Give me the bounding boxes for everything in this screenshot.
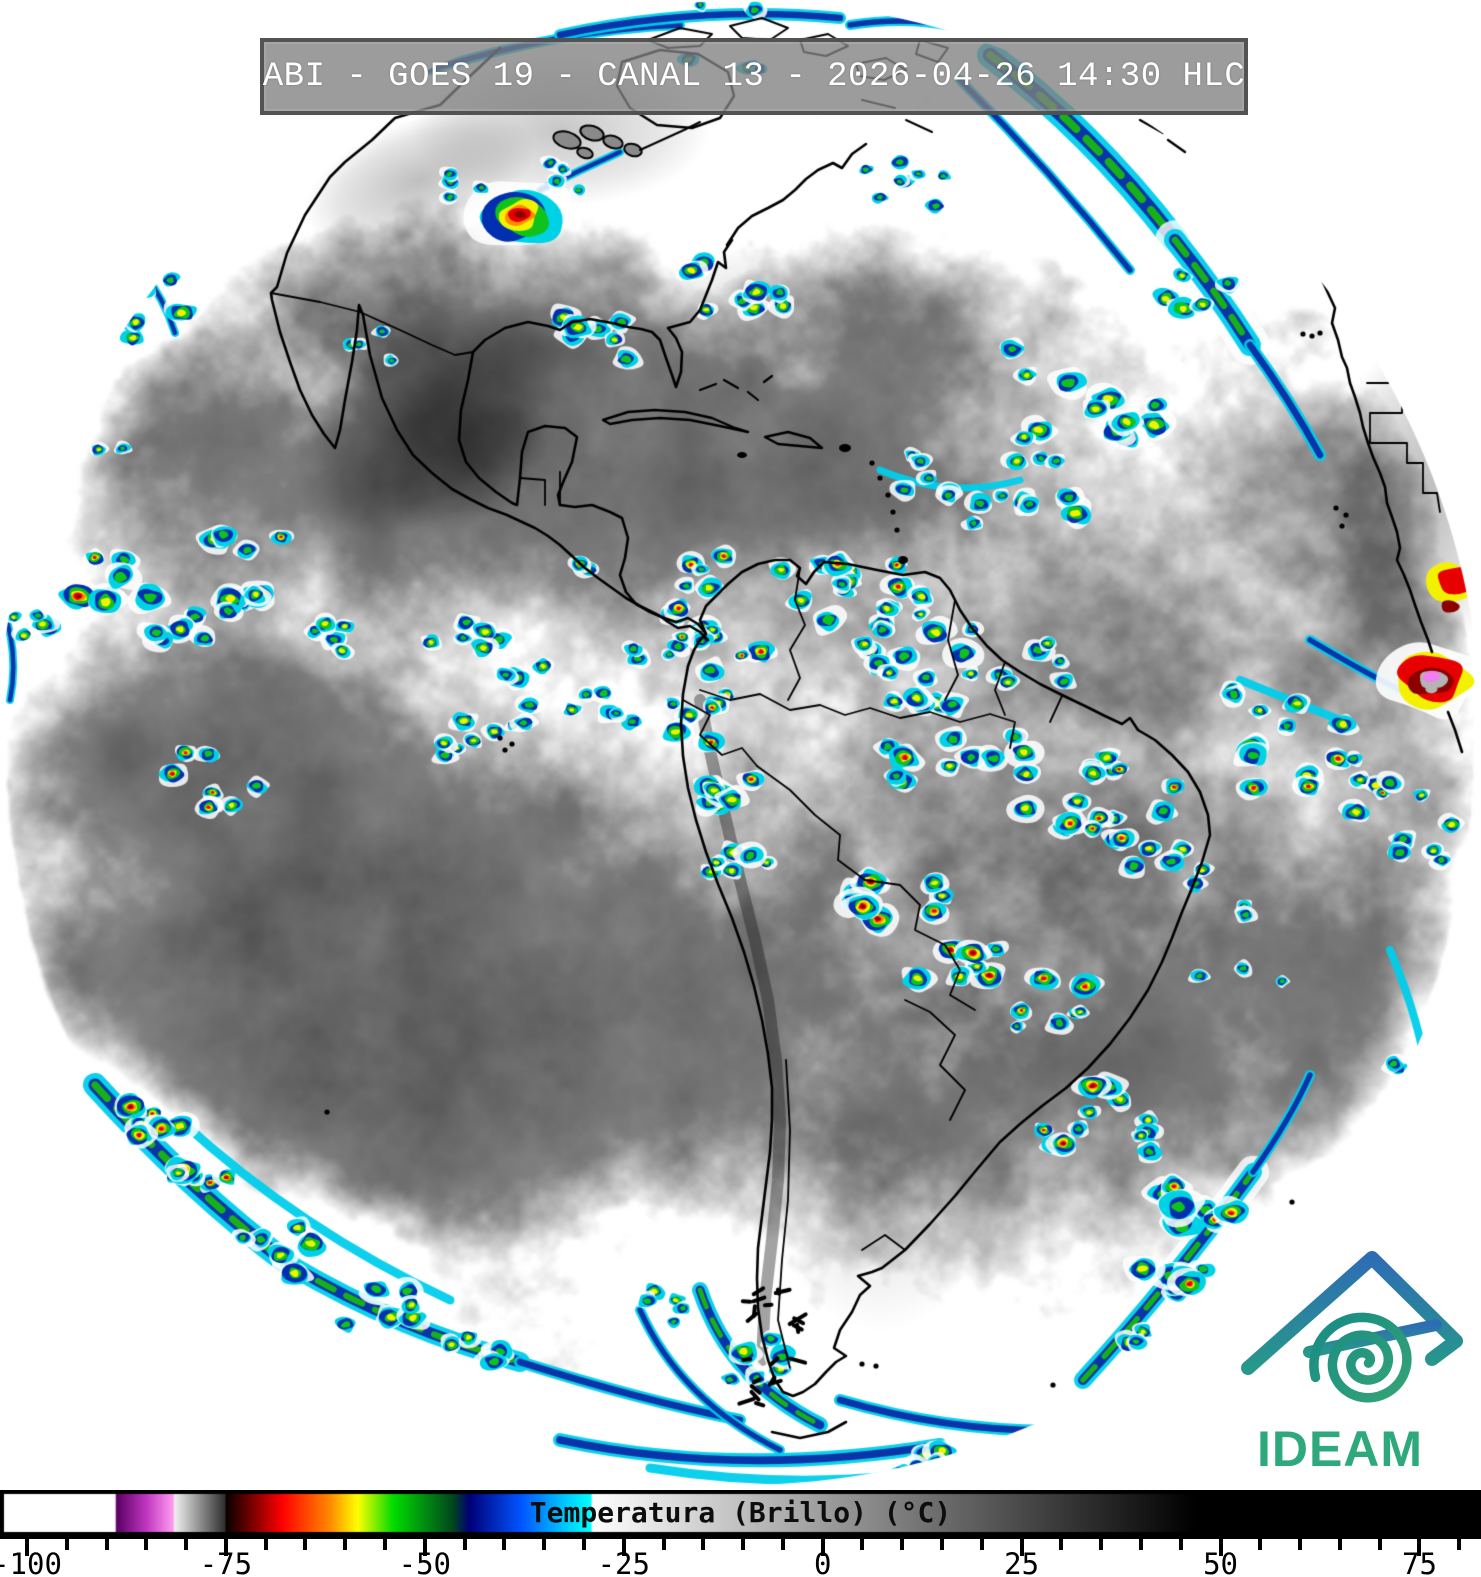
minor-tick [860, 1539, 865, 1550]
title-text: ABI - GOES 19 - CANAL 13 - 2026-04-26 14… [262, 57, 1246, 96]
minor-tick [184, 1539, 189, 1550]
minor-tick [1298, 1539, 1303, 1550]
tick-label: -75 [199, 1547, 253, 1577]
minor-tick [1138, 1539, 1143, 1550]
colorbar-gradient [0, 1490, 1481, 1534]
minor-tick [900, 1539, 905, 1550]
minor-tick [542, 1539, 547, 1550]
minor-tick [1258, 1539, 1263, 1550]
minor-tick [64, 1539, 69, 1550]
tick-label: -25 [597, 1547, 650, 1577]
major-tick [1218, 1539, 1223, 1556]
minor-tick [979, 1539, 984, 1550]
satellite-full-disk-image [0, 0, 1481, 1490]
major-tick [1417, 1539, 1422, 1556]
minor-tick [1059, 1539, 1064, 1550]
title-bar: ABI - GOES 19 - CANAL 13 - 2026-04-26 14… [260, 38, 1248, 115]
minor-tick [462, 1539, 467, 1550]
minor-tick [263, 1539, 268, 1550]
tick-label: -100 [0, 1547, 62, 1577]
minor-tick [303, 1539, 308, 1550]
minor-tick [502, 1539, 507, 1550]
major-tick [223, 1539, 228, 1556]
minor-tick [1099, 1539, 1104, 1550]
minor-tick [144, 1539, 149, 1550]
minor-tick [940, 1539, 945, 1550]
minor-tick [581, 1539, 586, 1550]
major-tick [25, 1539, 29, 1556]
minor-tick [661, 1539, 666, 1550]
tick-label: 25 [1004, 1547, 1040, 1577]
tick-label: 75 [1402, 1547, 1437, 1577]
major-tick [422, 1539, 427, 1556]
minor-tick [780, 1539, 785, 1550]
tick-label: 50 [1203, 1547, 1239, 1577]
major-tick [621, 1539, 626, 1556]
tick-label: -50 [398, 1547, 452, 1577]
minor-tick [741, 1539, 746, 1550]
mountain-roof-icon [1241, 1251, 1463, 1375]
ideam-wordmark: IDEAM [1256, 1421, 1424, 1477]
minor-tick [343, 1539, 348, 1550]
colorbar-axis-line [0, 1534, 1481, 1539]
hurricane-spiral-icon [1309, 1312, 1412, 1403]
major-tick [820, 1539, 825, 1556]
temperature-colorbar: Temperatura (Brillo) (°C) -100-75-50-250… [0, 1490, 1481, 1577]
ideam-logo-graphic [1241, 1251, 1463, 1403]
minor-tick [104, 1539, 109, 1550]
minor-tick [383, 1539, 388, 1550]
minor-tick [1457, 1539, 1462, 1550]
minor-tick [1377, 1539, 1382, 1550]
ideam-logo: IDEAM [1205, 1242, 1475, 1477]
minor-tick [1178, 1539, 1183, 1550]
tick-label: 0 [813, 1547, 832, 1577]
major-tick [1019, 1539, 1024, 1556]
minor-tick [1337, 1539, 1342, 1550]
minor-tick [701, 1539, 706, 1550]
